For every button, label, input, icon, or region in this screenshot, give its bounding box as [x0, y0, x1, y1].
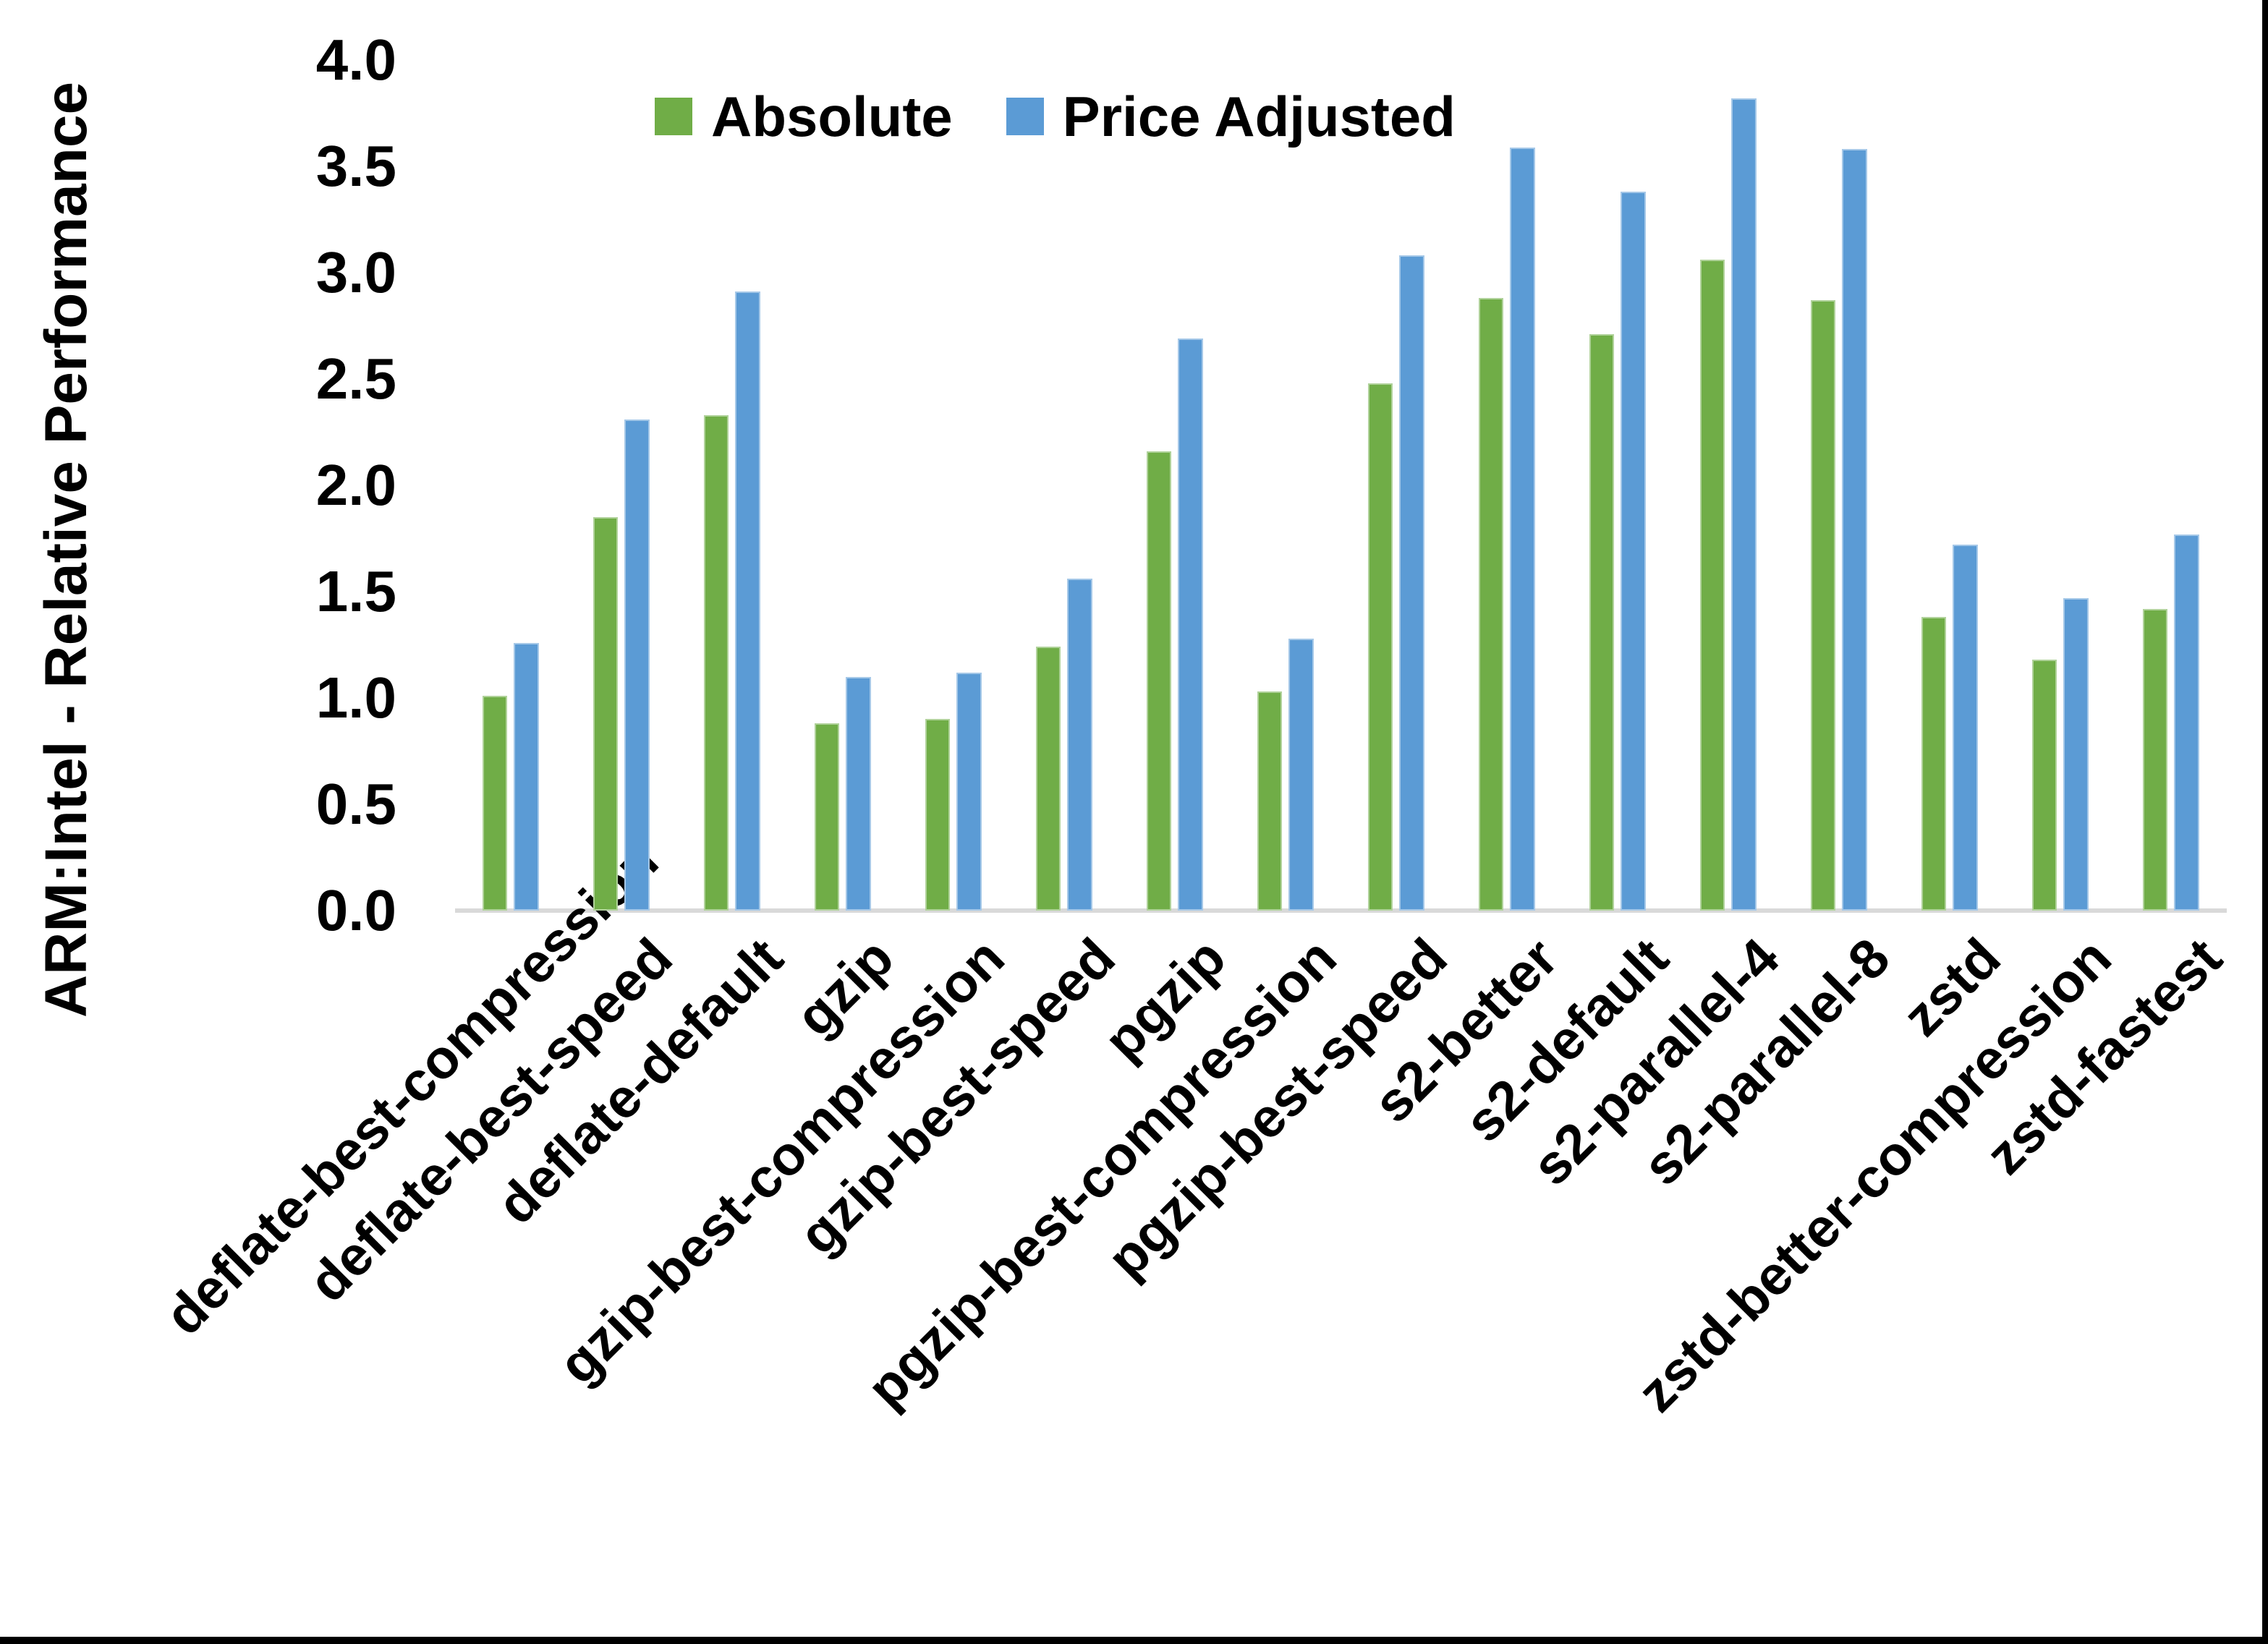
bar-absolute-gzip: [815, 723, 839, 911]
y-tick-label: 1.5: [315, 559, 396, 623]
y-tick-label: 2.5: [315, 346, 396, 411]
legend-item-price-adjusted: Price Adjusted: [1006, 88, 1456, 145]
y-tick-label: 0.0: [315, 878, 396, 942]
y-tick-label: 1.0: [315, 665, 396, 730]
bar-price-adjusted-zstd-better-compression: [2063, 597, 2089, 911]
screenshot-border-right: [2262, 0, 2268, 1644]
bar-price-adjusted-deflate-default: [735, 291, 760, 911]
bar-absolute-s2-better: [1479, 298, 1503, 911]
bar-price-adjusted-deflate-best-compression: [514, 642, 539, 911]
bar-absolute-zstd: [1921, 617, 1946, 911]
bar-price-adjusted-gzip-best-compression: [956, 672, 982, 911]
y-tick-label: 2.0: [315, 453, 396, 517]
bar-absolute-deflate-default: [704, 414, 729, 911]
bar-absolute-pgzip: [1147, 451, 1171, 911]
y-tick-label: 3.0: [315, 240, 396, 304]
bar-price-adjusted-deflate-best-speed: [624, 419, 650, 911]
bar-absolute-deflate-best-compression: [483, 696, 507, 911]
bar-absolute-gzip-best-compression: [925, 719, 950, 911]
bar-price-adjusted-s2-parallel-8: [1842, 149, 1867, 911]
bar-price-adjusted-pgzip-best-speed: [1399, 255, 1424, 911]
bar-absolute-s2-parallel-4: [1700, 260, 1725, 911]
bar-price-adjusted-pgzip-best-compression: [1288, 638, 1314, 911]
legend-item-absolute: Absolute: [655, 88, 953, 145]
x-axis-line: [455, 908, 2227, 913]
y-tick-label: 4.0: [315, 27, 396, 92]
bar-absolute-pgzip-best-compression: [1257, 691, 1282, 911]
legend-label-price-adjusted: Price Adjusted: [1062, 85, 1456, 148]
screenshot-border-bottom: [0, 1637, 2268, 1644]
bar-price-adjusted-s2-default: [1621, 192, 1646, 911]
bar-absolute-s2-parallel-8: [1811, 300, 1835, 911]
y-tick-label: 0.5: [315, 772, 396, 836]
bar-absolute-gzip-best-speed: [1036, 647, 1061, 911]
y-axis-title: ARM:Intel - Relative Performance: [33, 81, 99, 1018]
legend-swatch-price-adjusted: [1006, 98, 1044, 135]
bar-price-adjusted-gzip-best-speed: [1067, 579, 1092, 911]
bar-absolute-zstd-better-compression: [2032, 660, 2057, 911]
bar-price-adjusted-pgzip: [1178, 338, 1203, 911]
bar-absolute-s2-default: [1589, 334, 1614, 911]
bar-price-adjusted-zstd: [1953, 545, 1978, 911]
bar-absolute-pgzip-best-speed: [1368, 383, 1393, 911]
y-tick-label: 3.5: [315, 134, 396, 198]
bar-absolute-deflate-best-speed: [593, 517, 618, 911]
bar-absolute-zstd-fastest: [2143, 608, 2167, 911]
legend: Absolute Price Adjusted: [655, 88, 1456, 145]
legend-swatch-absolute: [655, 98, 692, 135]
legend-label-absolute: Absolute: [711, 85, 953, 148]
bar-price-adjusted-s2-better: [1510, 147, 1535, 911]
bar-price-adjusted-gzip: [846, 676, 871, 911]
bar-price-adjusted-s2-parallel-4: [1731, 98, 1757, 911]
bar-price-adjusted-zstd-fastest: [2174, 534, 2199, 911]
